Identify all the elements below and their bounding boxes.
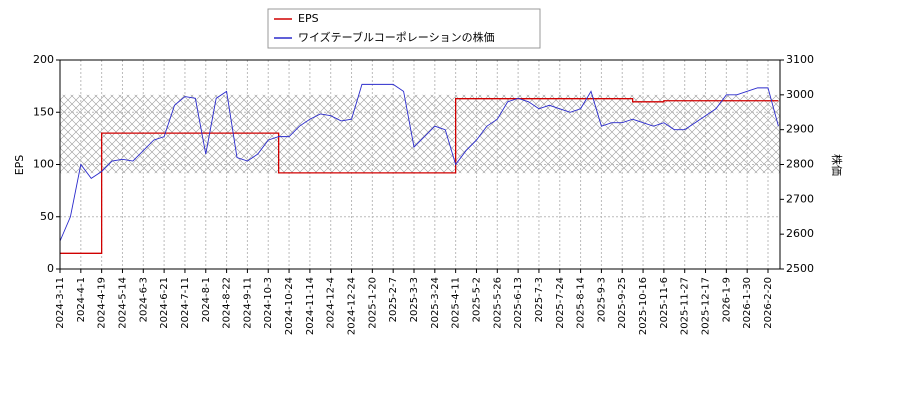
x-tick-label: 2024-12-4 — [326, 277, 337, 329]
legend: EPS ワイズテーブルコーポレーションの株価 — [267, 8, 541, 49]
y2-tick-label: 3100 — [786, 53, 814, 66]
y-axis-label: EPS — [13, 155, 26, 176]
y2-tick-label: 2700 — [786, 192, 814, 205]
y-tick-label: 0 — [47, 262, 54, 275]
x-tick-label: 2025-4-11 — [451, 277, 462, 329]
y2-axis-label: 株価 — [830, 154, 844, 176]
y2-tick-label: 3000 — [786, 88, 814, 101]
x-tick-label: 2025-9-3 — [596, 277, 607, 322]
y2-tick-label: 2600 — [786, 227, 814, 240]
x-tick-label: 2025-7-24 — [555, 277, 566, 329]
y-tick-label: 200 — [33, 53, 54, 66]
x-tick-label: 2024-5-14 — [117, 277, 128, 329]
x-tick-label: 2024-7-11 — [180, 277, 191, 329]
y2-tick-label: 2500 — [786, 262, 814, 275]
x-tick-label: 2024-6-21 — [159, 277, 170, 329]
x-tick-label: 2026-1-30 — [742, 277, 753, 329]
x-tick-label: 2024-4-1 — [76, 277, 87, 322]
legend-box — [267, 8, 541, 49]
y-tick-label: 150 — [33, 105, 54, 118]
x-tick-label: 2024-3-11 — [55, 277, 66, 329]
y2-tick-label: 2800 — [786, 158, 814, 171]
x-tick-label: 2024-12-24 — [347, 277, 358, 335]
x-tick-label: 2025-5-2 — [471, 277, 482, 322]
legend-label: EPS — [298, 12, 319, 25]
x-tick-label: 2025-9-25 — [617, 277, 628, 329]
x-tick-label: 2024-8-22 — [222, 277, 233, 329]
series-line — [59, 83, 779, 242]
x-tick-label: 2024-10-3 — [263, 277, 274, 329]
x-tick-label: 2024-4-19 — [97, 277, 108, 329]
y-tick-label: 100 — [33, 158, 54, 171]
x-tick-label: 2025-11-6 — [659, 277, 670, 329]
series-line — [60, 98, 779, 254]
x-tick-label: 2025-2-7 — [388, 277, 399, 322]
x-tick-label: 2025-5-26 — [492, 277, 503, 329]
x-tick-label: 2025-3-24 — [430, 277, 441, 329]
y2-tick-label: 2900 — [786, 123, 814, 136]
x-tick-label: 2025-11-27 — [680, 277, 691, 335]
x-tick-label: 2025-7-3 — [534, 277, 545, 322]
x-tick-label: 2025-12-17 — [701, 277, 712, 335]
x-tick-label: 2025-3-3 — [409, 277, 420, 322]
x-tick-label: 2025-8-14 — [576, 277, 587, 329]
x-tick-label: 2024-8-1 — [201, 277, 212, 322]
plot-frame — [59, 59, 781, 270]
x-tick-label: 2025-1-20 — [367, 277, 378, 329]
x-tick-label: 2026-2-20 — [763, 277, 774, 329]
x-tick-label: 2024-9-11 — [242, 277, 253, 329]
shaded-range — [60, 94, 780, 174]
x-tick-label: 2026-1-9 — [721, 277, 732, 322]
x-tick-label: 2025-6-13 — [513, 277, 524, 329]
y-tick-label: 50 — [40, 210, 54, 223]
legend-label: ワイズテーブルコーポレーションの株価 — [298, 30, 495, 44]
x-tick-label: 2024-11-14 — [305, 277, 316, 335]
x-tick-label: 2025-10-16 — [638, 277, 649, 335]
x-tick-label: 2024-6-3 — [138, 277, 149, 322]
x-tick-label: 2024-10-24 — [284, 277, 295, 335]
